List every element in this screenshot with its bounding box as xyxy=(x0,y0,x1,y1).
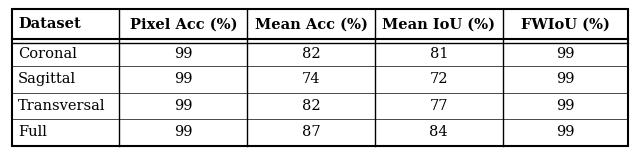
Text: 77: 77 xyxy=(429,99,448,113)
Text: 82: 82 xyxy=(301,99,321,113)
Text: 87: 87 xyxy=(301,125,321,139)
Text: 99: 99 xyxy=(174,47,193,61)
Text: 72: 72 xyxy=(429,72,448,86)
Text: 99: 99 xyxy=(174,99,193,113)
Text: Transversal: Transversal xyxy=(18,99,106,113)
Text: Mean Acc (%): Mean Acc (%) xyxy=(255,17,367,31)
Text: Sagittal: Sagittal xyxy=(18,72,76,86)
Text: 99: 99 xyxy=(556,99,575,113)
Bar xyxy=(12,9,628,146)
Text: 84: 84 xyxy=(429,125,448,139)
Text: Mean IoU (%): Mean IoU (%) xyxy=(382,17,495,31)
Text: 81: 81 xyxy=(429,47,448,61)
Text: 82: 82 xyxy=(301,47,321,61)
Text: 99: 99 xyxy=(556,47,575,61)
Text: Dataset: Dataset xyxy=(18,17,81,31)
Text: Pixel Acc (%): Pixel Acc (%) xyxy=(129,17,237,31)
Text: 99: 99 xyxy=(174,72,193,86)
Text: 74: 74 xyxy=(302,72,320,86)
Text: Coronal: Coronal xyxy=(18,47,77,61)
Text: 99: 99 xyxy=(556,72,575,86)
Text: FWIoU (%): FWIoU (%) xyxy=(521,17,610,31)
Text: 99: 99 xyxy=(556,125,575,139)
Text: Full: Full xyxy=(18,125,47,139)
Text: 99: 99 xyxy=(174,125,193,139)
